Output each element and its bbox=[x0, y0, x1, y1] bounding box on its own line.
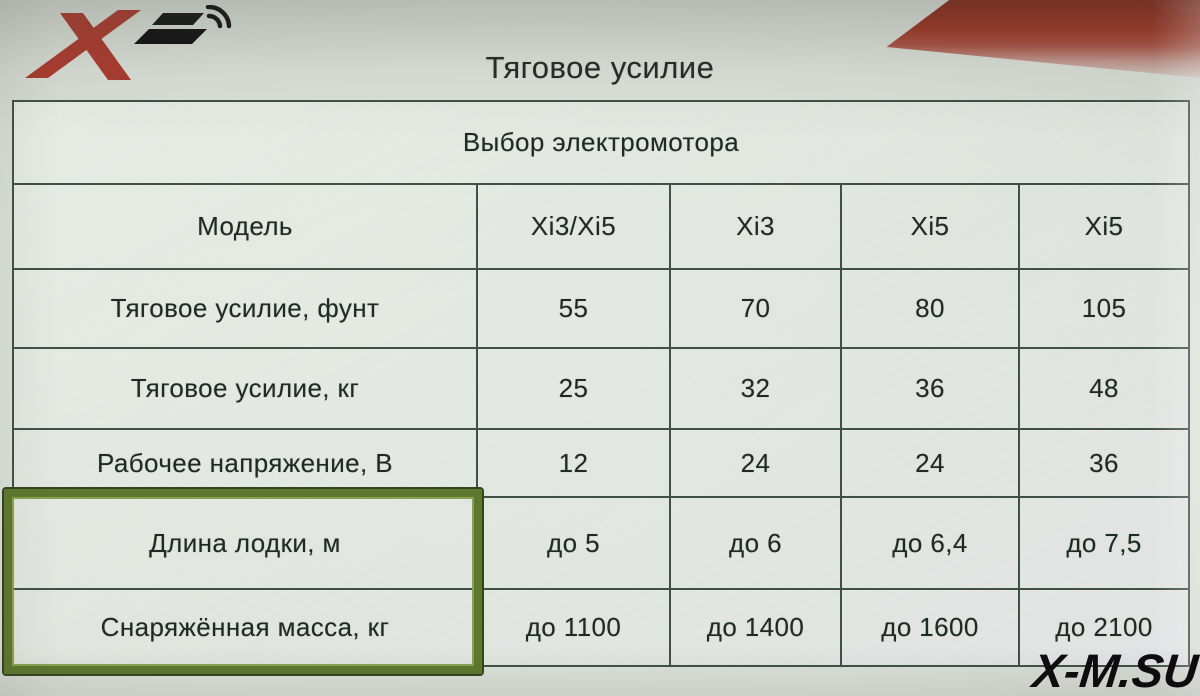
column-header-cell: Xi5 bbox=[1017, 183, 1191, 270]
spec-table: Выбор электромотора Модель Xi3/Xi5 Xi3 X… bbox=[11, 100, 1191, 667]
value-cell: 105 bbox=[1017, 268, 1191, 349]
table-row-highlighted: Снаряжённая масса, кг до 1100 до 1400 до… bbox=[12, 588, 1191, 667]
table-row: Модель Xi3/Xi5 Xi3 Xi5 Xi5 bbox=[12, 183, 1191, 270]
x-brand-logo bbox=[25, 4, 232, 80]
column-header-cell: Xi5 bbox=[840, 183, 1020, 270]
brand-logo bbox=[25, 4, 240, 90]
value-cell: 36 bbox=[1017, 428, 1191, 498]
row-label-cell: Снаряжённая масса, кг bbox=[12, 588, 478, 667]
table-title-cell: Выбор электромотора bbox=[11, 100, 1191, 185]
wifi-arcs-icon bbox=[205, 4, 232, 29]
value-cell: 36 bbox=[840, 347, 1020, 430]
table-row: Тяговое усилие, кг 25 32 36 48 bbox=[12, 347, 1191, 430]
value-cell: 48 bbox=[1017, 347, 1191, 430]
page-title: Тяговое усилие bbox=[485, 50, 715, 85]
value-cell: до 7,5 bbox=[1017, 496, 1191, 590]
value-cell: до 5 bbox=[476, 496, 671, 590]
value-cell: 80 bbox=[840, 268, 1020, 349]
value-cell: до 6 bbox=[669, 496, 842, 590]
value-cell: до 1600 bbox=[840, 588, 1020, 667]
row-label-cell: Тяговое усилие, кг bbox=[12, 347, 478, 430]
column-header-cell: Модель bbox=[12, 183, 478, 270]
value-cell: 55 bbox=[476, 268, 671, 349]
speed-stripes-icon bbox=[134, 13, 207, 44]
value-cell: 70 bbox=[669, 268, 842, 349]
column-header-cell: Xi3 bbox=[669, 183, 842, 270]
value-cell: до 1400 bbox=[669, 588, 842, 667]
value-cell: 24 bbox=[840, 428, 1020, 498]
value-cell: до 1100 bbox=[476, 588, 671, 667]
value-cell: 24 bbox=[669, 428, 842, 498]
table-row: Тяговое усилие, фунт 55 70 80 105 bbox=[12, 268, 1191, 349]
value-cell: до 2100 bbox=[1017, 588, 1191, 667]
value-cell: 25 bbox=[476, 347, 671, 430]
x-glyph bbox=[25, 10, 141, 80]
row-label-cell: Тяговое усилие, фунт bbox=[12, 268, 478, 349]
watermark-text: X-M.SU bbox=[1029, 644, 1200, 696]
table-row-highlighted: Длина лодки, м до 5 до 6 до 6,4 до 7,5 bbox=[12, 496, 1191, 590]
row-label-cell: Рабочее напряжение, В bbox=[12, 428, 478, 498]
table-row: Выбор электромотора bbox=[11, 100, 1191, 185]
row-label-cell: Длина лодки, м bbox=[12, 496, 478, 590]
value-cell: до 6,4 bbox=[840, 496, 1020, 590]
value-cell: 12 bbox=[476, 428, 671, 498]
column-header-cell: Xi3/Xi5 bbox=[476, 183, 671, 270]
table-row: Рабочее напряжение, В 12 24 24 36 bbox=[12, 428, 1191, 498]
value-cell: 32 bbox=[669, 347, 842, 430]
